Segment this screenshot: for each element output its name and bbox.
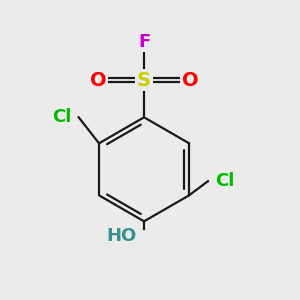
Text: F: F: [138, 32, 150, 50]
Text: O: O: [182, 71, 198, 90]
Text: HO: HO: [106, 227, 137, 245]
Text: O: O: [90, 71, 106, 90]
Text: Cl: Cl: [52, 108, 71, 126]
Text: Cl: Cl: [215, 172, 235, 190]
Text: S: S: [137, 71, 151, 90]
